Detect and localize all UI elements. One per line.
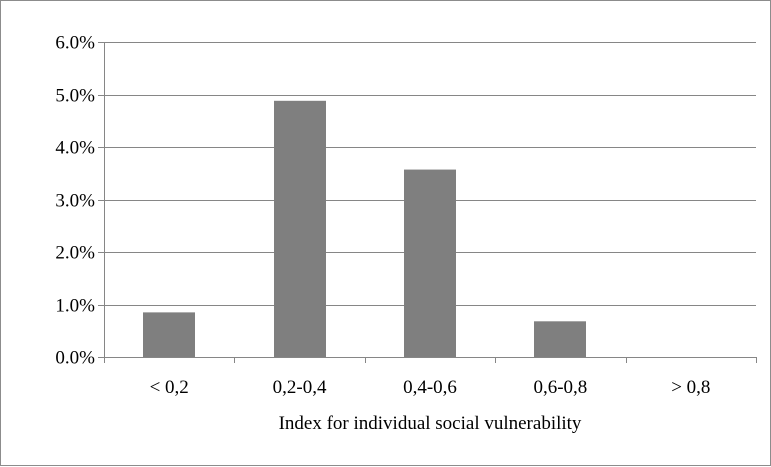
x-tick-label: < 0,2 (150, 377, 189, 398)
y-tick-label: 5.0% (55, 86, 95, 107)
axes (98, 42, 757, 363)
y-tick-label: 1.0% (55, 296, 95, 317)
x-tick-label: 0,2-0,4 (273, 377, 327, 398)
y-tick-labels: 0.0% 1.0% 2.0% 3.0% 4.0% 5.0% 6.0% (55, 33, 95, 369)
x-tick-label: > 0,8 (671, 377, 710, 398)
y-tick-label: 3.0% (55, 191, 95, 212)
y-tick-label: 4.0% (55, 138, 95, 159)
bar (143, 312, 195, 357)
y-tick-label: 2.0% (55, 243, 95, 264)
x-axis-title: Index for individual social vulnerabilit… (279, 413, 582, 434)
bar (404, 169, 456, 357)
y-tick-label: 0.0% (55, 348, 95, 369)
bars (143, 100, 586, 358)
x-tick-label: 0,4-0,6 (403, 377, 457, 398)
bar (534, 321, 586, 357)
x-tick-labels: < 0,2 0,2-0,4 0,4-0,6 0,6-0,8 > 0,8 (150, 377, 711, 398)
x-tick-label: 0,6-0,8 (533, 377, 587, 398)
y-tick-label: 6.0% (55, 33, 95, 54)
bar (274, 100, 326, 358)
